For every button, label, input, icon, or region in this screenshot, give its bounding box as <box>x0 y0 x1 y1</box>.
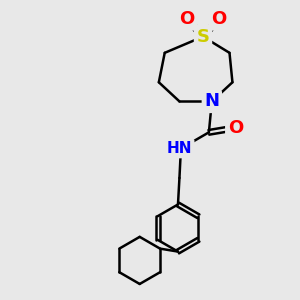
Text: O: O <box>228 119 243 137</box>
Text: S: S <box>196 28 209 46</box>
Text: N: N <box>204 92 219 110</box>
Text: HN: HN <box>167 141 192 156</box>
Text: O: O <box>212 10 227 28</box>
Text: O: O <box>179 10 194 28</box>
